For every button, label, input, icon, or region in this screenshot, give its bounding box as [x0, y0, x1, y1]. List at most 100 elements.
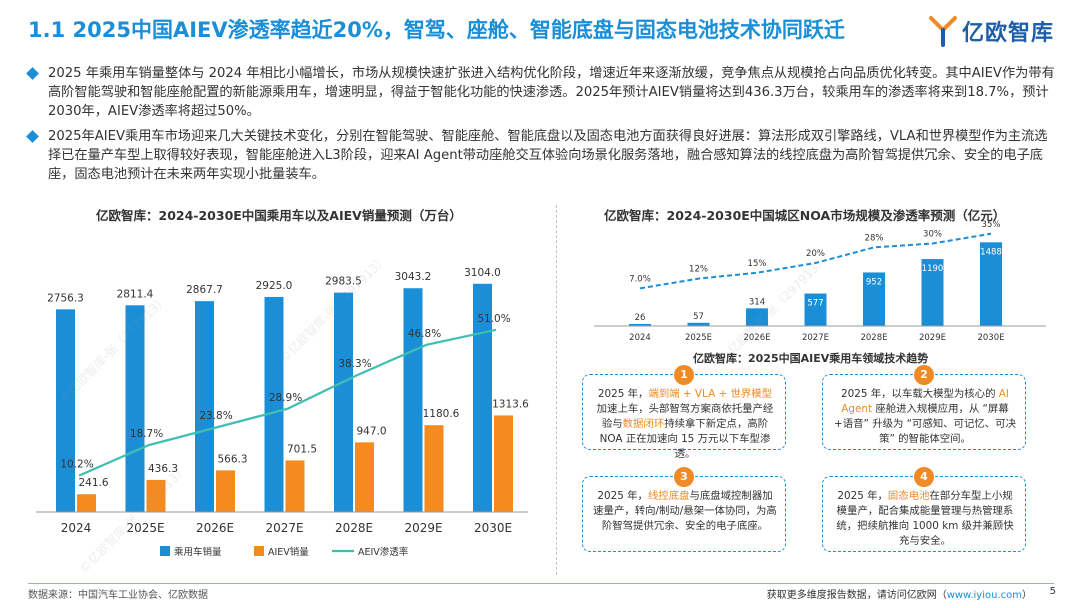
page-title: 1.1 2025中国AIEV渗透率趋近20%，智驾、座舱、智能底盘与固态电池技术… [28, 18, 845, 42]
page-number: 5 [1049, 586, 1056, 597]
footer-divider [28, 583, 1054, 584]
aiev-sales-label: 1313.6 [492, 398, 529, 410]
x-tick-label: 2024 [61, 521, 92, 535]
penetration-label: 18.7% [130, 428, 163, 440]
trend-card-4: 4 2025 年，固态电池在部分车型上小规模量产，配合集成能量管理与热管理系统，… [822, 467, 1026, 552]
vehicle-sales-bar [56, 309, 75, 512]
vehicle-sales-label: 3043.2 [395, 271, 432, 283]
x-tick-label: 2030E [474, 521, 512, 535]
vehicle-sales-label: 2983.5 [325, 276, 362, 288]
aiev-sales-bar [424, 425, 444, 512]
vehicle-sales-bar [125, 305, 145, 512]
noa-market-label: 577 [807, 299, 823, 309]
aiev-sales-bar [146, 479, 166, 512]
noa-market-bar [921, 259, 944, 326]
x-tick-label: 2024 [629, 333, 651, 343]
tech-trend-title: 亿欧智库：2025中国AIEV乘用车领域技术趋势 [693, 352, 929, 365]
aiev-sales-bar [355, 442, 374, 512]
noa-penetration-label: 7.0% [629, 274, 651, 284]
x-tick-label: 2029E [404, 521, 442, 535]
penetration-line [78, 328, 497, 477]
x-tick-label: 2027E [265, 521, 303, 535]
penetration-label: 28.9% [269, 392, 302, 404]
trend-card-3: 3 2025 年，线控底盘与底盘域控制器加速量产，转向/制动/悬架一体协同，为高… [582, 467, 786, 552]
x-tick-label: 2025E [685, 333, 712, 343]
left-chart-title: 亿欧智库：2024-2030E中国乘用车以及AIEV销量预测（万台） [96, 208, 462, 223]
noa-penetration-label: 12% [689, 265, 708, 275]
trend-card-number: 2 [914, 365, 934, 385]
vehicle-sales-label: 2756.3 [47, 292, 84, 304]
trend-card-text: 2025 年，以车载大模型为核心的 AI Agent 座舱进入规模应用，从 “屏… [834, 388, 1016, 445]
penetration-label: 38.3% [338, 358, 371, 370]
noa-penetration-label: 20% [806, 249, 825, 259]
trend-card-2: 2 2025 年，以车载大模型为核心的 AI Agent 座舱进入规模应用，从 … [822, 365, 1026, 450]
summary-bullets: 2025 年乘用车销量整体与 2024 年相比小幅增长，市场从规模快速扩张进入结… [26, 64, 1056, 190]
vehicle-sales-bar [403, 288, 423, 512]
noa-penetration-label: 15% [748, 259, 767, 269]
aiev-sales-label: 1180.6 [423, 408, 460, 420]
x-tick-label: 2026E [743, 333, 770, 343]
x-tick-label: 2026E [196, 521, 234, 535]
x-tick-label: 2025E [126, 521, 164, 535]
aiev-sales-bar [77, 494, 96, 512]
bullet-2: 2025年AIEV乘用车市场迎来几大关键技术变化，分别在智能驾驶、智能座舱、智能… [26, 127, 1056, 184]
data-source: 数据来源：中国汽车工业协会、亿欧数据 [28, 590, 208, 601]
penetration-label: 51.0% [477, 313, 510, 325]
noa-market-bar [629, 324, 651, 326]
aiev-sales-bar [285, 460, 305, 512]
trend-card-number: 4 [914, 467, 934, 487]
noa-market-label: 1190 [922, 264, 944, 274]
noa-penetration-label: 35% [982, 220, 1001, 230]
vehicle-sales-bar [264, 296, 284, 512]
aiev-sales-bar [216, 470, 235, 512]
noa-market-label: 314 [749, 297, 765, 307]
vehicle-sales-label: 2811.4 [117, 288, 154, 300]
x-tick-label: 2028E [860, 333, 887, 343]
trend-card-number: 3 [674, 467, 694, 487]
bullet-1: 2025 年乘用车销量整体与 2024 年相比小幅增长，市场从规模快速扩张进入结… [26, 64, 1056, 121]
trend-card-1: 1 2025 年，端到端 + VLA + 世界模型加速上车，头部智驾方案商依托量… [582, 365, 786, 460]
logo-text: 亿欧智库 [961, 21, 1054, 46]
noa-market-bar [863, 272, 885, 326]
vehicle-sales-bar [195, 301, 214, 512]
aiev-sales-label: 241.6 [78, 477, 108, 489]
aiev-sales-label: 436.3 [148, 463, 178, 475]
trend-card-text: 2025 年，固态电池在部分车型上小规模量产，配合集成能量管理与热管理系统，把续… [836, 490, 1014, 547]
legend-vehicle-label: 乘用车销量 [174, 546, 222, 558]
noa-market-bar [804, 293, 827, 326]
trend-card-text: 2025 年，线控底盘与底盘域控制器加速量产，转向/制动/悬架一体协同，为高阶智… [593, 490, 777, 532]
noa-market-label: 26 [635, 313, 646, 323]
x-tick-label: 2027E [802, 333, 829, 343]
x-tick-label: 2028E [335, 521, 373, 535]
vehicle-sales-bar [334, 292, 353, 512]
noa-market-bar [687, 322, 710, 326]
trend-card-text: 2025 年，端到端 + VLA + 世界模型加速上车，头部智驾方案商依托量产经… [596, 388, 774, 460]
x-tick-label: 2029E [919, 333, 946, 343]
iyiou-link[interactable]: www.iyiou.com [946, 590, 1022, 601]
noa-market-bar [746, 308, 768, 326]
noa-market-bar [980, 242, 1002, 326]
legend-aiev-swatch [254, 546, 264, 556]
footer-link-text: 获取更多维度报告数据，请访问亿欧网（www.iyiou.com） [766, 590, 1032, 601]
noa-market-label: 57 [693, 312, 704, 322]
logo: 亿欧智库 [928, 14, 1054, 48]
noa-market-label: 1488 [980, 247, 1002, 257]
penetration-label: 46.8% [408, 328, 441, 340]
aiev-sales-label: 947.0 [356, 425, 386, 437]
noa-penetration-line [639, 232, 992, 290]
penetration-label: 10.2% [60, 459, 93, 471]
vehicle-sales-label: 2867.7 [186, 284, 223, 296]
penetration-label: 23.8% [199, 410, 232, 422]
vehicle-sales-label: 3104.0 [464, 267, 501, 279]
vehicle-sales-chart: 2756.3 241.6 2024 2811.4 436.3 2025E 2867.7 566… [36, 267, 529, 558]
aiev-sales-label: 701.5 [287, 443, 317, 455]
panel-divider [556, 205, 557, 575]
vehicle-sales-bar [473, 283, 492, 512]
aiev-sales-bar [494, 415, 513, 512]
logo-icon [928, 16, 957, 47]
right-chart-title: 亿欧智库：2024-2030E中国城区NOA市场规模及渗透率预测（亿元） [604, 208, 1006, 223]
x-tick-label: 2030E [977, 333, 1004, 343]
vehicle-sales-label: 2925.0 [256, 280, 293, 292]
noa-penetration-label: 30% [923, 230, 942, 240]
noa-market-chart: 26 2024 57 2025E 314 2026E 577 2027E 952 2028E 119… [594, 220, 1046, 343]
